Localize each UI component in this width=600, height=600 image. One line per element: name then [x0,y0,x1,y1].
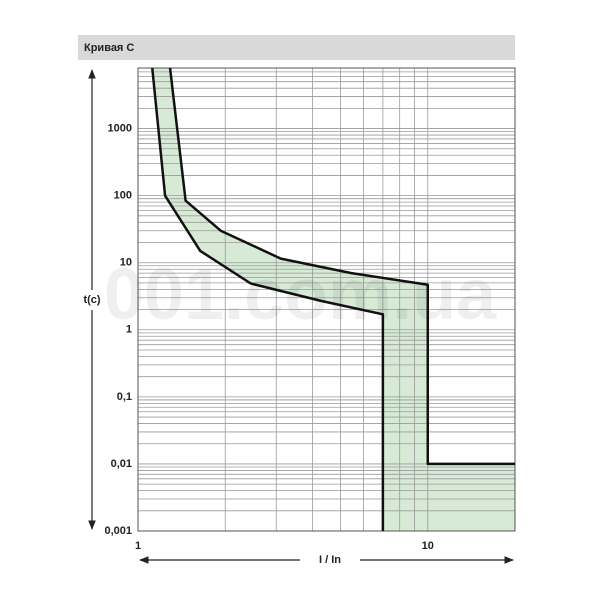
title-bar [78,35,515,60]
trip-curve [151,67,385,531]
x-tick-label: 10 [422,540,434,552]
band-fill [152,68,515,531]
y-tick-label: 1000 [108,122,132,134]
y-tick-label: 0,1 [117,391,132,403]
x-axis-label: I / In [319,554,341,566]
y-tick-label: 1 [126,324,132,336]
chart-title: Кривая C [84,42,134,54]
x-tick-label: 1 [135,540,141,552]
y-tick-label: 0,01 [111,458,132,470]
watermark: 001.com.ua [104,255,497,335]
label-bg [300,551,360,569]
label-bg [80,290,104,310]
y-tick-label: 0,001 [104,525,132,537]
plot-border [137,67,516,532]
trip-curve [168,67,515,466]
y-tick-label: 100 [114,190,132,202]
y-tick-label: 10 [120,257,132,269]
y-axis-label: t(c) [83,294,100,306]
